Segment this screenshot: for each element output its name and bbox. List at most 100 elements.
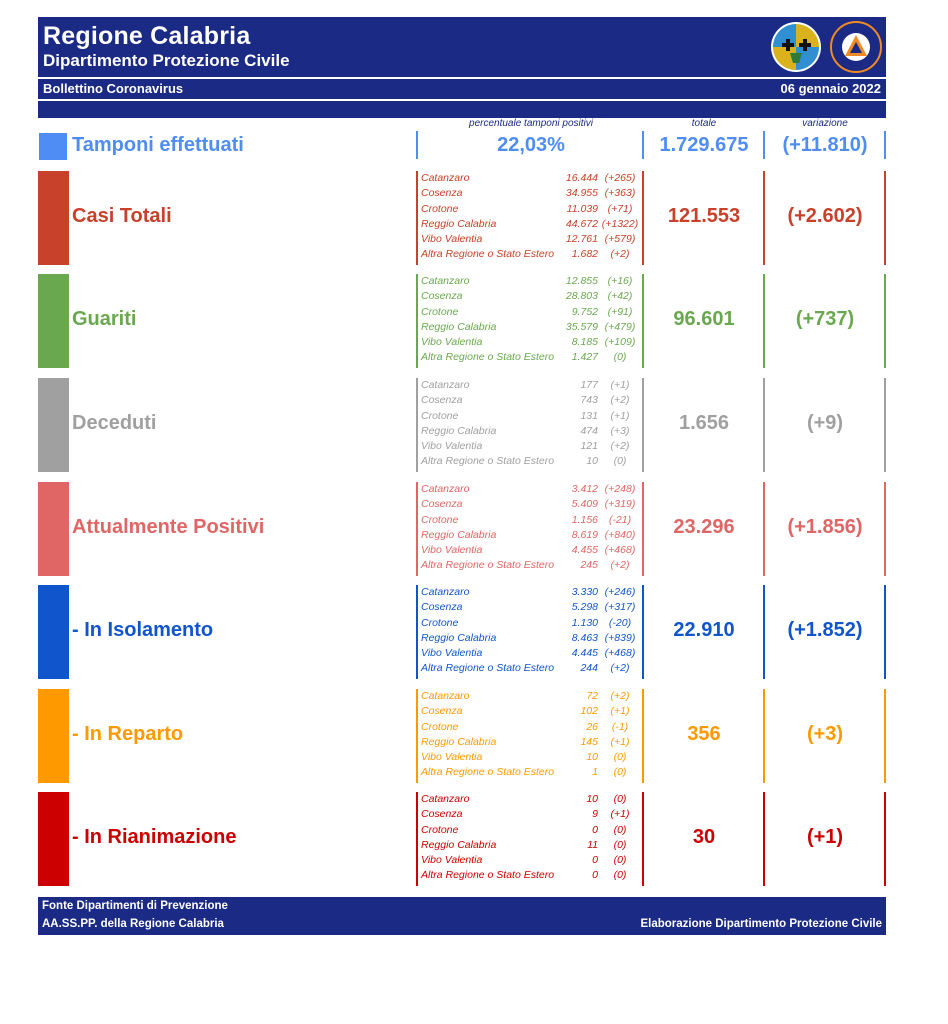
section-color-bar xyxy=(38,585,69,679)
province-delta: (+1322) xyxy=(601,217,639,230)
province-value: 34.955 xyxy=(565,187,598,200)
section-total: 30 xyxy=(692,826,716,848)
province-value: 1.130 xyxy=(571,616,598,629)
section-total: 121.553 xyxy=(667,205,741,227)
province-delta: (+2) xyxy=(610,559,630,572)
province-name: Altra Regione o Stato Estero xyxy=(421,559,555,572)
province-delta: (0) xyxy=(613,351,627,364)
province-breakdown: Catanzaro 3.330 (+246) Cosenza 5.298 (+317) Cr… xyxy=(421,586,641,678)
province-delta: (+479) xyxy=(604,320,636,333)
province-value: 8.619 xyxy=(571,528,598,541)
province-row: Altra Regione o Stato Estero 1.682 (+2) xyxy=(421,248,641,263)
column-divider xyxy=(416,482,418,576)
province-row: Catanzaro 3.330 (+246) xyxy=(421,586,641,601)
section-delta: (+1.856) xyxy=(787,516,863,538)
province-row: Cosenza 743 (+2) xyxy=(421,394,641,409)
province-name: Reggio Calabria xyxy=(421,217,497,230)
tamponi-label: Tamponi effettuati xyxy=(72,134,244,156)
column-divider xyxy=(763,482,765,576)
province-row: Vibo Valentia 4.445 (+468) xyxy=(421,647,641,662)
province-name: Altra Regione o Stato Estero xyxy=(421,248,555,261)
province-value: 102 xyxy=(580,705,598,718)
province-delta: (+1) xyxy=(610,705,630,718)
province-value: 8.463 xyxy=(571,631,598,644)
column-divider xyxy=(416,274,418,368)
province-row: Altra Regione o Stato Estero 10 (0) xyxy=(421,455,641,470)
section-row: Deceduti Catanzaro 177 (+1) Cosenza 743 (+2) Cr… xyxy=(0,378,948,472)
province-delta: (-21) xyxy=(608,513,632,526)
province-value: 28.803 xyxy=(565,290,598,303)
section-label: - In Rianimazione xyxy=(72,826,237,848)
province-value: 16.444 xyxy=(565,172,598,184)
province-delta: (+2) xyxy=(610,662,630,675)
section-total: 356 xyxy=(687,723,721,745)
province-delta: (+265) xyxy=(604,172,636,184)
province-row: Catanzaro 72 (+2) xyxy=(421,690,641,705)
province-name: Vibo Valentia xyxy=(421,751,483,764)
province-name: Cosenza xyxy=(421,498,463,511)
province-delta: (+2) xyxy=(610,440,630,453)
province-name: Reggio Calabria xyxy=(421,320,497,333)
province-row: Reggio Calabria 8.463 (+839) xyxy=(421,632,641,647)
province-name: Cosenza xyxy=(421,808,463,821)
province-name: Catanzaro xyxy=(421,586,470,598)
province-breakdown: Catanzaro 12.855 (+16) Cosenza 28.803 (+42) Cr… xyxy=(421,275,641,367)
section-label: Attualmente Positivi xyxy=(72,516,265,538)
province-row: Cosenza 5.298 (+317) xyxy=(421,601,641,616)
province-name: Vibo Valentia xyxy=(421,440,483,453)
province-row: Reggio Calabria 8.619 (+840) xyxy=(421,529,641,544)
tamponi-divider xyxy=(416,131,418,159)
province-name: Crotone xyxy=(421,616,459,629)
province-delta: (+317) xyxy=(604,601,636,614)
column-divider xyxy=(763,171,765,265)
section-label: Deceduti xyxy=(72,412,157,434)
province-row: Altra Regione o Stato Estero 0 (0) xyxy=(421,869,641,884)
province-delta: (+1) xyxy=(610,379,630,391)
province-name: Cosenza xyxy=(421,601,463,614)
province-row: Altra Regione o Stato Estero 1 (0) xyxy=(421,766,641,781)
province-value: 5.409 xyxy=(571,498,598,511)
province-delta: (+840) xyxy=(604,528,636,541)
province-name: Cosenza xyxy=(421,290,463,303)
province-value: 245 xyxy=(580,559,598,572)
footer-source-line1: Fonte Dipartimenti di Prevenzione xyxy=(42,900,228,912)
province-row: Cosenza 102 (+1) xyxy=(421,705,641,720)
province-row: Vibo Valentia 0 (0) xyxy=(421,854,641,869)
province-name: Catanzaro xyxy=(421,275,470,287)
section-row: Casi Totali Catanzaro 16.444 (+265) Cosenza 3… xyxy=(0,171,948,265)
column-divider xyxy=(763,274,765,368)
province-breakdown: Catanzaro 10 (0) Cosenza 9 (+1) Crotone 0 (0) Reg… xyxy=(421,793,641,885)
province-value: 1 xyxy=(592,766,598,779)
section-total: 23.296 xyxy=(673,516,735,538)
column-divider xyxy=(416,792,418,886)
province-name: Vibo Valentia xyxy=(421,544,483,557)
province-name: Cosenza xyxy=(421,705,463,718)
province-delta: (+1) xyxy=(610,808,630,821)
province-delta: (+109) xyxy=(604,336,636,349)
column-divider xyxy=(642,274,644,368)
column-divider xyxy=(884,792,886,886)
province-name: Altra Regione o Stato Estero xyxy=(421,662,555,675)
province-name: Vibo Valentia xyxy=(421,647,483,660)
province-name: Reggio Calabria xyxy=(421,424,497,437)
column-divider xyxy=(642,689,644,783)
province-value: 26 xyxy=(586,720,598,733)
province-name: Catanzaro xyxy=(421,793,470,805)
province-delta: (+2) xyxy=(610,248,630,261)
province-value: 145 xyxy=(580,735,598,748)
province-name: Reggio Calabria xyxy=(421,838,497,851)
province-name: Crotone xyxy=(421,202,459,215)
section-delta: (+1) xyxy=(806,826,844,848)
column-divider xyxy=(416,585,418,679)
section-label: Guariti xyxy=(72,308,137,330)
province-name: Vibo Valentia xyxy=(421,854,483,867)
province-name: Catanzaro xyxy=(421,483,470,495)
section-delta: (+1.852) xyxy=(787,619,863,641)
bulletin-date: 06 gennaio 2022 xyxy=(780,81,881,96)
province-delta: (+319) xyxy=(604,498,636,511)
province-delta: (0) xyxy=(613,793,627,805)
province-row: Altra Regione o Stato Estero 245 (+2) xyxy=(421,559,641,574)
section-color-bar xyxy=(38,482,69,576)
province-name: Vibo Valentia xyxy=(421,336,483,349)
column-divider xyxy=(763,792,765,886)
